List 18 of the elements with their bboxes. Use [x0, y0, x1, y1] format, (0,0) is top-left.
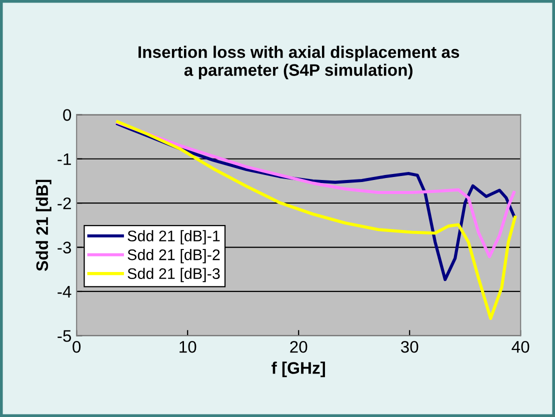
- x-tick-label: 40: [512, 340, 530, 353]
- x-tick-label: 10: [180, 340, 196, 353]
- x-tick-label: 30: [400, 340, 418, 353]
- y-tick-label: -2: [58, 197, 71, 210]
- chart-title: Insertion loss with axial displacement as a parameter (S4P simulation): [138, 46, 460, 80]
- y-tick-label: 0: [63, 109, 72, 121]
- x-axis-title: f [GHz]: [272, 362, 325, 378]
- line-series: [116, 120, 517, 320]
- y-tick-label: -1: [58, 153, 71, 165]
- y-tick-label: -4: [58, 286, 72, 298]
- x-tick-label: 20: [290, 340, 308, 353]
- legend-label: Sdd 21 [dB]-1: [128, 230, 220, 244]
- legend-label: Sdd 21 [dB]-3: [128, 268, 220, 282]
- y-tick-label: -5: [58, 330, 72, 342]
- y-tick-label: -3: [58, 242, 71, 254]
- x-tick-label: 0: [72, 340, 81, 353]
- y-axis-title: Sdd 21 [dB]: [36, 180, 52, 271]
- legend-label: Sdd 21 [dB]-2: [128, 249, 220, 264]
